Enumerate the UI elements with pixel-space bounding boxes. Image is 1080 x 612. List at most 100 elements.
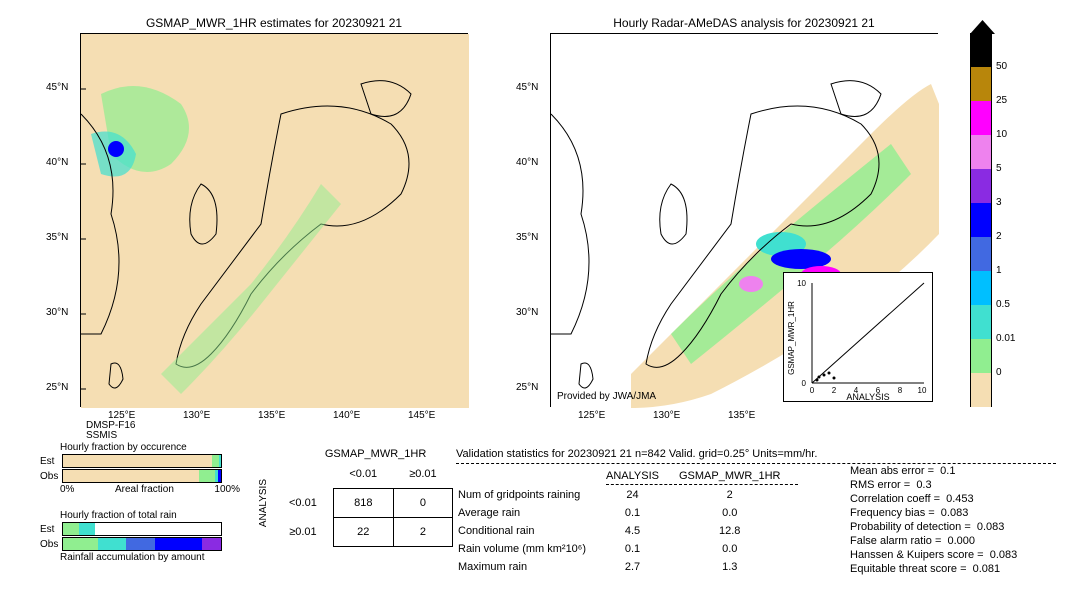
- map1-lon-4: 145°E: [408, 410, 435, 421]
- map2-lat-0: 45°N: [516, 82, 538, 93]
- svg-text:6: 6: [876, 386, 881, 395]
- totalrain-title: Hourly fraction of total rain: [60, 510, 222, 521]
- colorbar-label-3: 5: [996, 163, 1002, 174]
- val-b-4: 1.3: [679, 559, 798, 575]
- val-a-1: 0.1: [606, 505, 677, 521]
- contingency-row-header: ANALYSIS: [258, 479, 269, 527]
- contingency-table: <0.01≥0.01 <0.018180 ≥0.01222: [273, 460, 453, 547]
- svg-text:2: 2: [832, 386, 837, 395]
- occurrence-row-est: Est: [40, 456, 58, 467]
- map2-lon-2: 135°E: [728, 410, 755, 421]
- map2-lat-3: 30°N: [516, 307, 538, 318]
- totalrain-footer: Rainfall accumulation by amount: [60, 552, 222, 563]
- svg-text:10: 10: [797, 279, 806, 288]
- contingency-cell-00: 818: [333, 489, 393, 518]
- map1-footnote2: SSMIS: [86, 430, 117, 441]
- map1-lat-1: 40°N: [46, 157, 68, 168]
- svg-text:8: 8: [898, 386, 903, 395]
- metric-1: RMS error = 0.3: [850, 478, 1017, 492]
- validation-table: ANALYSISGSMAP_MWR_1HR Num of gridpoints …: [456, 466, 800, 577]
- totalrain-row-obs: Obs: [40, 539, 58, 550]
- val-b-0: 2: [679, 487, 798, 503]
- colorbar-body: [970, 33, 992, 407]
- inset-scatter: ANALYSIS GSMAP_MWR_1HR 0 2 4 6 8 10 0 10: [783, 272, 933, 402]
- map1-title: GSMAP_MWR_1HR estimates for 20230921 21: [80, 16, 468, 30]
- colorbar-label-5: 2: [996, 231, 1002, 242]
- colorbar-label-2: 10: [996, 129, 1007, 140]
- val-a-2: 4.5: [606, 523, 677, 539]
- occurrence-section: Hourly fraction by occurence Est Obs 0% …: [40, 442, 240, 495]
- totalrain-row-est: Est: [40, 524, 58, 535]
- metric-3: Frequency bias = 0.083: [850, 506, 1017, 520]
- map1-lon-3: 140°E: [333, 410, 360, 421]
- map1-lat-3: 30°N: [46, 307, 68, 318]
- contingency-cell-01: 0: [393, 489, 452, 518]
- contingency-section: GSMAP_MWR_1HR ANALYSIS <0.01≥0.01 <0.018…: [258, 448, 453, 547]
- occurrence-row-obs: Obs: [40, 471, 58, 482]
- contingency-col-header: GSMAP_MWR_1HR: [298, 448, 453, 460]
- svg-text:0: 0: [802, 379, 807, 388]
- val-label-4: Maximum rain: [458, 559, 604, 575]
- map2-provider: Provided by JWA/JMA: [557, 391, 656, 402]
- val-label-3: Rain volume (mm km²10⁶): [458, 541, 604, 557]
- totalrain-bar-obs: [62, 537, 222, 551]
- val-label-2: Conditional rain: [458, 523, 604, 539]
- map1-lat-0: 45°N: [46, 82, 68, 93]
- metrics-section: Mean abs error = 0.1RMS error = 0.3Corre…: [850, 464, 1017, 576]
- map2-panel: Provided by JWA/JMA ANALYSIS GSMAP_MWR_1…: [550, 33, 938, 407]
- svg-text:4: 4: [854, 386, 859, 395]
- map2-lat-4: 25°N: [516, 382, 538, 393]
- metric-2: Correlation coeff = 0.453: [850, 492, 1017, 506]
- colorbar-label-7: 0.5: [996, 299, 1010, 310]
- val-a-0: 24: [606, 487, 677, 503]
- contingency-rowlbl-0: <0.01: [273, 489, 333, 518]
- map2-lat-1: 40°N: [516, 157, 538, 168]
- contingency-col-0: <0.01: [333, 460, 393, 489]
- metric-0: Mean abs error = 0.1: [850, 464, 1017, 478]
- map2-lat-2: 35°N: [516, 232, 538, 243]
- occurrence-axis-right: 100%: [214, 484, 240, 495]
- val-label-0: Num of gridpoints raining: [458, 487, 604, 503]
- metric-5: False alarm ratio = 0.000: [850, 534, 1017, 548]
- colorbar-label-0: 50: [996, 61, 1007, 72]
- val-b-1: 0.0: [679, 505, 798, 521]
- occurrence-bar-obs: [62, 469, 222, 483]
- svg-text:0: 0: [810, 386, 815, 395]
- map1-lon-1: 130°E: [183, 410, 210, 421]
- colorbar-label-1: 25: [996, 95, 1007, 106]
- inset-ylabel: GSMAP_MWR_1HR: [787, 301, 796, 375]
- colorbar-label-9: 0: [996, 367, 1002, 378]
- colorbar-label-8: 0.01: [996, 333, 1015, 344]
- val-label-1: Average rain: [458, 505, 604, 521]
- totalrain-section: Hourly fraction of total rain Est Obs Ra…: [40, 510, 222, 563]
- validation-col-b: GSMAP_MWR_1HR: [679, 468, 798, 485]
- contingency-cell-10: 22: [333, 518, 393, 547]
- map1-lon-2: 135°E: [258, 410, 285, 421]
- metric-7: Equitable threat score = 0.081: [850, 562, 1017, 576]
- svg-text:10: 10: [918, 386, 927, 395]
- contingency-rowlbl-1: ≥0.01: [273, 518, 333, 547]
- validation-col-a: ANALYSIS: [606, 468, 677, 485]
- val-b-2: 12.8: [679, 523, 798, 539]
- map2-lon-0: 125°E: [578, 410, 605, 421]
- occurrence-bar-est: [62, 454, 222, 468]
- val-b-3: 0.0: [679, 541, 798, 557]
- occurrence-title: Hourly fraction by occurence: [60, 442, 240, 453]
- contingency-col-1: ≥0.01: [393, 460, 452, 489]
- map2-lon-1: 130°E: [653, 410, 680, 421]
- val-a-3: 0.1: [606, 541, 677, 557]
- map1-lat-2: 35°N: [46, 232, 68, 243]
- map1-lat-4: 25°N: [46, 382, 68, 393]
- metric-4: Probability of detection = 0.083: [850, 520, 1017, 534]
- map2-title: Hourly Radar-AMeDAS analysis for 2023092…: [550, 16, 938, 30]
- contingency-cell-11: 2: [393, 518, 452, 547]
- validation-header: Validation statistics for 20230921 21 n=…: [456, 448, 1056, 464]
- map1-svg: [81, 34, 469, 408]
- occurrence-axis-label: Areal fraction: [115, 484, 174, 495]
- map1-panel: [80, 33, 468, 407]
- totalrain-bar-est: [62, 522, 222, 536]
- val-a-4: 2.7: [606, 559, 677, 575]
- occurrence-axis-left: 0%: [60, 484, 74, 495]
- colorbar-label-4: 3: [996, 197, 1002, 208]
- colorbar-label-6: 1: [996, 265, 1002, 276]
